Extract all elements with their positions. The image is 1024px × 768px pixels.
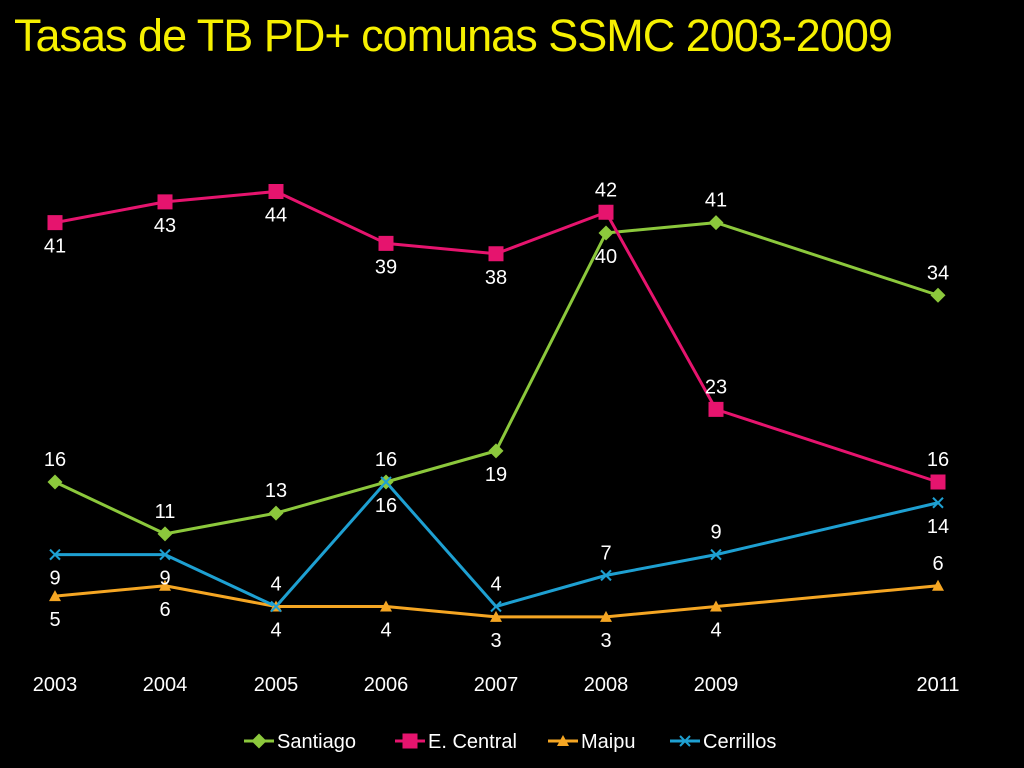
x-tick-label-2005: 2005 xyxy=(254,674,299,696)
data-label-e-central-2008: 42 xyxy=(595,179,617,201)
slide-title: Tasas de TB PD+ comunas SSMC 2003-2009 xyxy=(14,10,893,61)
data-point-maipu-2003 xyxy=(49,590,61,602)
legend-item-cerrillos: Cerrillos xyxy=(670,731,776,753)
data-point-cerrillos-2007 xyxy=(490,600,502,613)
legend-label-maipu: Maipu xyxy=(581,731,635,753)
data-point-santiago-2007 xyxy=(488,443,504,459)
data-point-cerrillos-2003 xyxy=(49,548,61,561)
series-group-cerrillos: 9 9 4 16 4 7 9 14 xyxy=(49,476,949,613)
data-point-santiago-2009 xyxy=(708,215,724,231)
data-point-e-central-2006 xyxy=(378,235,394,251)
data-point-maipu-2004 xyxy=(159,579,171,591)
series-line-e-central xyxy=(54,190,939,484)
data-label-maipu-2009: 4 xyxy=(710,620,721,642)
data-label-maipu-2004: 6 xyxy=(159,599,170,621)
data-label-cerrillos-2004: 9 xyxy=(159,568,170,590)
data-label-santiago-2011: 34 xyxy=(927,262,949,284)
x-tick-label-2004: 2004 xyxy=(143,674,188,696)
data-point-e-central-2004 xyxy=(157,194,173,210)
data-label-cerrillos-2006: 16 xyxy=(375,495,397,517)
data-point-cerrillos-2009 xyxy=(710,548,722,561)
legend-label-cerrillos: Cerrillos xyxy=(703,731,776,753)
data-label-santiago-2008: 40 xyxy=(595,246,617,268)
legend-marker-santiago xyxy=(251,733,267,749)
data-point-maipu-2007 xyxy=(490,610,502,622)
legend-label-santiago: Santiago xyxy=(277,731,356,753)
data-point-santiago-2008 xyxy=(598,225,614,241)
data-label-maipu-2007: 3 xyxy=(490,630,501,652)
series-group-e-central: 41 43 44 39 38 42 23 16 xyxy=(44,179,949,490)
x-tick-label-2003: 2003 xyxy=(33,674,78,696)
data-point-maipu-2011 xyxy=(932,579,944,591)
data-point-cerrillos-2004 xyxy=(159,548,171,561)
data-label-e-central-2003: 41 xyxy=(44,236,66,258)
data-point-e-central-2003 xyxy=(47,215,63,231)
legend: Santiago E. Central Maipu Cerrillos xyxy=(244,731,776,753)
legend-marker-cerrillos xyxy=(679,735,691,747)
legend-marker-e-central xyxy=(402,733,418,749)
data-label-maipu-2006: 4 xyxy=(380,620,391,642)
data-point-cerrillos-2006 xyxy=(380,476,392,488)
legend-item-maipu: Maipu xyxy=(548,731,635,753)
data-point-e-central-2005 xyxy=(268,184,284,199)
series-group-maipu: 5 6 4 4 3 3 4 6 xyxy=(49,553,944,652)
data-point-santiago-2005 xyxy=(268,505,284,521)
series-line-cerrillos xyxy=(55,480,939,608)
data-point-maipu-2009 xyxy=(710,600,722,612)
series-group-santiago: 16 11 13 16 19 40 41 34 xyxy=(44,190,949,542)
series-line-santiago xyxy=(54,221,939,536)
data-label-e-central-2007: 38 xyxy=(485,267,507,289)
legend-label-e-central: E. Central xyxy=(428,731,517,753)
x-tick-label-2009: 2009 xyxy=(694,674,739,696)
data-label-cerrillos-2009: 9 xyxy=(710,522,721,544)
x-tick-label-2008: 2008 xyxy=(584,674,629,696)
data-point-e-central-2009 xyxy=(708,401,724,417)
data-label-santiago-2006: 16 xyxy=(375,449,397,471)
legend-marker-maipu xyxy=(557,735,569,746)
data-point-e-central-2007 xyxy=(488,246,504,262)
data-point-e-central-2008 xyxy=(598,204,614,220)
data-point-cerrillos-2011 xyxy=(932,497,944,509)
data-label-e-central-2011: 16 xyxy=(927,449,949,471)
data-label-santiago-2009: 41 xyxy=(705,190,727,212)
data-label-cerrillos-2007: 4 xyxy=(490,574,501,596)
data-label-maipu-2005: 4 xyxy=(270,620,281,642)
x-tick-label-2011: 2011 xyxy=(916,674,959,696)
data-point-santiago-2003 xyxy=(47,474,63,490)
data-point-maipu-2006 xyxy=(380,600,392,612)
data-point-maipu-2008 xyxy=(600,610,612,622)
data-label-e-central-2006: 39 xyxy=(375,256,397,278)
data-label-cerrillos-2003: 9 xyxy=(49,568,60,590)
data-label-e-central-2005: 44 xyxy=(265,205,287,227)
data-label-maipu-2003: 5 xyxy=(49,609,60,631)
data-label-e-central-2009: 23 xyxy=(705,376,727,398)
data-label-maipu-2011: 6 xyxy=(932,553,943,575)
data-label-santiago-2007: 19 xyxy=(485,464,507,486)
data-point-santiago-2004 xyxy=(157,526,173,542)
x-tick-label-2007: 2007 xyxy=(474,674,519,696)
data-point-e-central-2011 xyxy=(930,474,946,490)
data-label-santiago-2003: 16 xyxy=(44,449,66,471)
data-label-maipu-2008: 3 xyxy=(600,630,611,652)
x-tick-label-2006: 2006 xyxy=(364,674,409,696)
data-point-cerrillos-2005 xyxy=(270,600,282,613)
data-label-cerrillos-2005: 4 xyxy=(270,574,281,596)
series-line-maipu xyxy=(54,584,939,619)
legend-item-e-central: E. Central xyxy=(395,731,517,753)
data-label-cerrillos-2011: 14 xyxy=(927,516,949,538)
data-point-cerrillos-2008 xyxy=(600,569,612,582)
data-point-santiago-2011 xyxy=(930,287,946,303)
data-label-santiago-2004: 11 xyxy=(155,501,176,523)
data-label-e-central-2004: 43 xyxy=(154,215,176,237)
data-label-santiago-2005: 13 xyxy=(265,480,287,502)
legend-item-santiago: Santiago xyxy=(244,731,356,753)
data-label-cerrillos-2008: 7 xyxy=(600,542,611,564)
